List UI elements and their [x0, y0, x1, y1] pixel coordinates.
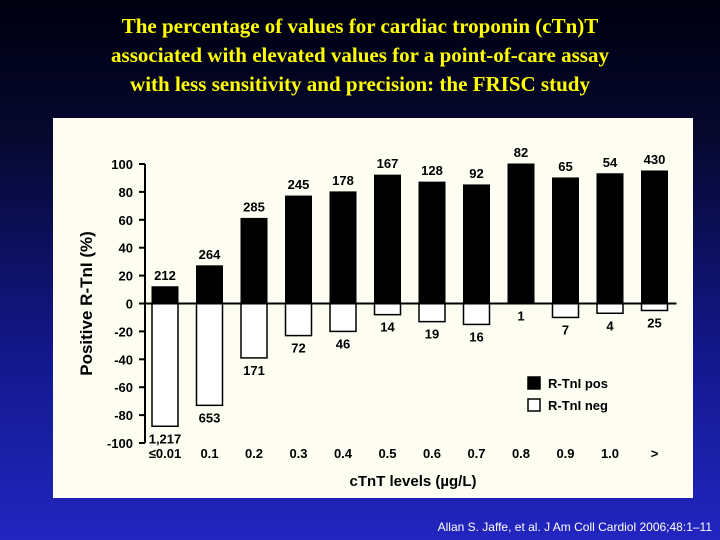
bar-rtni-neg	[373, 302, 402, 316]
data-label-neg: 72	[291, 341, 305, 356]
bar-rtni-neg	[462, 302, 491, 326]
data-label-neg: 14	[380, 320, 395, 335]
bar-rtni-pos	[329, 191, 357, 304]
bar-rtni-neg	[240, 302, 268, 359]
y-tick-label: -100	[107, 436, 133, 451]
data-label-pos: 245	[288, 177, 310, 192]
bar-rtni-neg	[195, 302, 224, 407]
citation: Allan S. Jaffe, et al. J Am Coll Cardiol…	[437, 520, 712, 534]
bar-rtni-neg	[640, 302, 669, 312]
data-label-neg: 653	[199, 410, 221, 425]
bar-rtni-neg	[551, 302, 580, 319]
title-line-1: The percentage of values for cardiac tro…	[121, 14, 599, 38]
data-label-pos: 212	[154, 268, 176, 283]
y-tick-label: 40	[119, 241, 133, 256]
data-label-pos: 178	[332, 173, 354, 188]
data-label-neg: 25	[647, 315, 661, 330]
bar-rtni-pos	[641, 170, 668, 304]
x-tick-label: 1.0	[601, 446, 619, 461]
data-label-pos: 54	[603, 155, 618, 170]
data-label-neg: 1,217	[149, 431, 182, 446]
data-label-neg: 1	[517, 309, 524, 324]
bar-rtni-neg	[329, 302, 357, 333]
x-tick-label: >	[651, 446, 659, 461]
title-line-2: associated with elevated values for a po…	[111, 43, 609, 67]
data-label-pos: 82	[514, 145, 528, 160]
x-axis-label: cTnT levels (µg/L)	[350, 473, 477, 490]
data-label-neg: 16	[469, 329, 483, 344]
bar-rtni-pos	[463, 184, 490, 304]
data-label-neg: 46	[336, 336, 350, 351]
y-axis-label: Positive R-TnI (%)	[77, 231, 96, 376]
x-tick-label: 0.7	[467, 446, 485, 461]
bar-rtni-pos	[596, 173, 624, 304]
bar-rtni-pos	[151, 286, 179, 304]
bar-rtni-neg	[596, 302, 624, 315]
x-tick-label: 0.3	[289, 446, 307, 461]
bar-rtni-pos	[285, 195, 312, 304]
y-tick-label: 20	[119, 269, 133, 284]
x-tick-label: 0.5	[378, 446, 396, 461]
y-tick-label: -40	[114, 352, 133, 367]
x-tick-label: 0.4	[334, 446, 353, 461]
x-tick-label: 0.1	[200, 446, 218, 461]
bar-rtni-pos	[418, 181, 446, 304]
y-tick-label: -80	[114, 408, 133, 423]
y-tick-label: 100	[111, 157, 133, 172]
bar-rtni-pos	[196, 265, 223, 305]
bar-rtni-pos	[507, 163, 535, 304]
data-label-pos: 430	[644, 152, 666, 167]
data-label-pos: 65	[558, 159, 572, 174]
data-label-neg: 4	[606, 318, 614, 333]
y-tick-label: -20	[114, 324, 133, 339]
data-label-pos: 92	[469, 166, 483, 181]
legend: R-TnI pos R-TnI neg	[527, 376, 608, 413]
data-label-pos: 167	[377, 156, 399, 171]
legend-swatch-pos	[527, 376, 541, 390]
data-label-neg: 171	[243, 363, 265, 378]
y-tick-label: 60	[119, 213, 133, 228]
data-label-pos: 128	[421, 163, 443, 178]
x-tick-label: 0.8	[512, 446, 530, 461]
y-tick-label: 0	[126, 297, 133, 312]
legend-label-pos: R-TnI pos	[548, 376, 608, 391]
bar-rtni-pos	[374, 174, 401, 304]
title-line-3: with less sensitivity and precision: the…	[130, 72, 590, 96]
legend-label-neg: R-TnI neg	[548, 398, 608, 413]
x-tick-label: 0.2	[245, 446, 263, 461]
x-tick-label: 0.9	[556, 446, 574, 461]
data-label-neg: 7	[562, 322, 569, 337]
slide-title: The percentage of values for cardiac tro…	[0, 12, 720, 99]
bar-rtni-pos	[240, 217, 268, 304]
bar-rtni-neg	[418, 302, 446, 323]
bar-chart: 100 80 60 40 20 0 -20 -40 -60 -80 -100 212 1,217 264…	[77, 145, 677, 490]
data-label-pos: 264	[199, 247, 221, 262]
x-tick-label: ≤0.01	[149, 446, 181, 461]
y-tick-label: 80	[119, 185, 133, 200]
bar-rtni-neg	[284, 302, 313, 337]
chart-panel: 100 80 60 40 20 0 -20 -40 -60 -80 -100 212 1,217 264…	[53, 118, 693, 498]
data-label-pos: 285	[243, 199, 265, 214]
data-label-neg: 19	[425, 327, 439, 342]
legend-swatch-neg	[527, 398, 541, 412]
bar-rtni-neg	[151, 302, 179, 428]
y-tick-label: -60	[114, 380, 133, 395]
x-tick-label: 0.6	[423, 446, 441, 461]
bar-rtni-pos	[552, 177, 579, 305]
